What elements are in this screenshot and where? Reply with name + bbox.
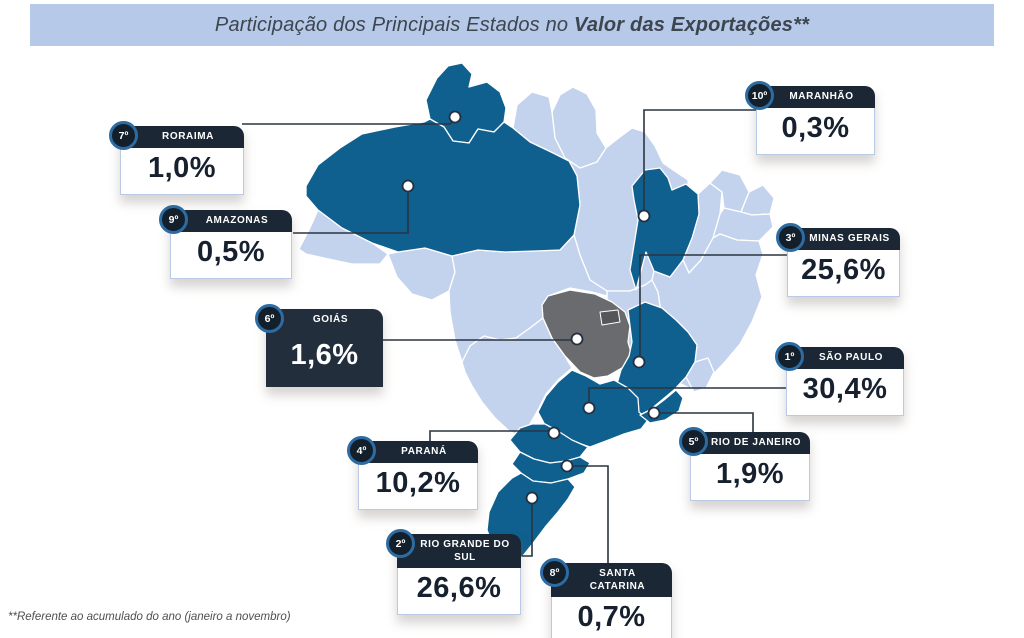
state-value-maranhao: 0,3% xyxy=(756,107,875,155)
rank-badge-rio-de-janeiro: 5º xyxy=(679,427,708,456)
title-bar: Participação dos Principais Estados no V… xyxy=(30,4,994,46)
state-distrito-federal xyxy=(599,309,621,326)
state-label-maranhao: MARANHÃO xyxy=(756,86,875,108)
state-value-santa-catarina: 0,7% xyxy=(551,597,672,638)
callout-sao-paulo: 1º SÃO PAULO 30,4% xyxy=(775,342,904,416)
callout-roraima: 7º RORAIMA 1,0% xyxy=(109,121,244,195)
state-value-goias: 1,6% xyxy=(266,330,383,387)
rank-badge-minas-gerais: 3º xyxy=(776,223,805,252)
state-label-rio-grande-do-sul: RIO GRANDE DO SUL xyxy=(397,534,521,568)
callout-amazonas: 9º AMAZONAS 0,5% xyxy=(159,205,292,279)
state-label-amazonas: AMAZONAS xyxy=(170,210,292,232)
state-label-parana: PARANÁ xyxy=(358,441,478,463)
state-value-roraima: 1,0% xyxy=(120,147,244,195)
state-value-rio-de-janeiro: 1,9% xyxy=(690,453,810,501)
state-value-rio-grande-do-sul: 26,6% xyxy=(397,568,521,615)
marker-roraima xyxy=(448,110,462,124)
marker-rio-de-janeiro xyxy=(647,406,661,420)
leader-amazonas xyxy=(293,188,409,234)
rank-badge-rio-grande-do-sul: 2º xyxy=(386,529,415,558)
title-bold: Valor das Exportações** xyxy=(574,13,810,36)
leader-santa-catarina xyxy=(568,465,609,563)
marker-parana xyxy=(547,426,561,440)
marker-goias xyxy=(570,332,584,346)
leader-rio-grande-do-sul xyxy=(522,500,533,557)
leader-sao-paulo xyxy=(588,387,786,406)
marker-rio-grande-do-sul xyxy=(525,491,539,505)
callout-minas-gerais: 3º MINAS GERAIS 25,6% xyxy=(776,223,900,297)
leader-rio-de-janeiro xyxy=(656,412,754,432)
state-label-goias: GOIÁS xyxy=(266,309,383,331)
rank-badge-santa-catarina: 8º xyxy=(540,558,569,587)
state-markers xyxy=(401,110,661,505)
state-minas-gerais xyxy=(616,301,698,416)
callout-rio-grande-do-sul: 2º RIO GRANDE DO SUL 26,6% xyxy=(386,529,521,615)
callout-goias: 6º GOIÁS 1,6% xyxy=(255,304,383,387)
rank-badge-sao-paulo: 1º xyxy=(775,342,804,371)
leader-minas-gerais xyxy=(639,254,787,360)
state-value-sao-paulo: 30,4% xyxy=(786,368,904,416)
marker-minas-gerais xyxy=(632,355,646,369)
state-value-parana: 10,2% xyxy=(358,462,478,510)
callout-parana: 4º PARANÁ 10,2% xyxy=(347,436,478,510)
rank-badge-maranhao: 10º xyxy=(745,81,774,110)
rank-badge-roraima: 7º xyxy=(109,121,138,150)
marker-amazonas xyxy=(401,179,415,193)
title-normal: Participação dos Principais Estados no xyxy=(214,13,575,36)
rank-badge-goias: 6º xyxy=(255,304,284,333)
callout-santa-catarina: 8º SANTA CATARINA 0,7% xyxy=(540,558,672,638)
state-label-minas-gerais: MINAS GERAIS xyxy=(787,228,900,250)
state-amazonas xyxy=(305,118,581,257)
state-label-santa-catarina: SANTA CATARINA xyxy=(551,563,672,597)
leader-roraima xyxy=(242,118,456,125)
callout-rio-de-janeiro: 5º RIO DE JANEIRO 1,9% xyxy=(679,427,810,501)
leader-maranhao xyxy=(643,109,757,213)
state-maranhao xyxy=(629,167,700,291)
callout-maranhao: 10º MARANHÃO 0,3% xyxy=(745,81,875,155)
leader-parana xyxy=(429,430,554,441)
state-value-minas-gerais: 25,6% xyxy=(787,249,900,297)
marker-santa-catarina xyxy=(560,459,574,473)
rank-badge-amazonas: 9º xyxy=(159,205,188,234)
page-title: Participação dos Principais Estados no V… xyxy=(215,14,809,37)
footnote: **Referente ao acumulado do ano (janeiro… xyxy=(8,611,291,623)
state-label-roraima: RORAIMA xyxy=(120,126,244,148)
state-label-rio-de-janeiro: RIO DE JANEIRO xyxy=(690,432,810,454)
state-value-amazonas: 0,5% xyxy=(170,231,292,279)
marker-sao-paulo xyxy=(582,401,596,415)
state-rondonia xyxy=(387,247,456,301)
marker-maranhao xyxy=(637,209,651,223)
rank-badge-parana: 4º xyxy=(347,436,376,465)
state-label-sao-paulo: SÃO PAULO xyxy=(786,347,904,369)
